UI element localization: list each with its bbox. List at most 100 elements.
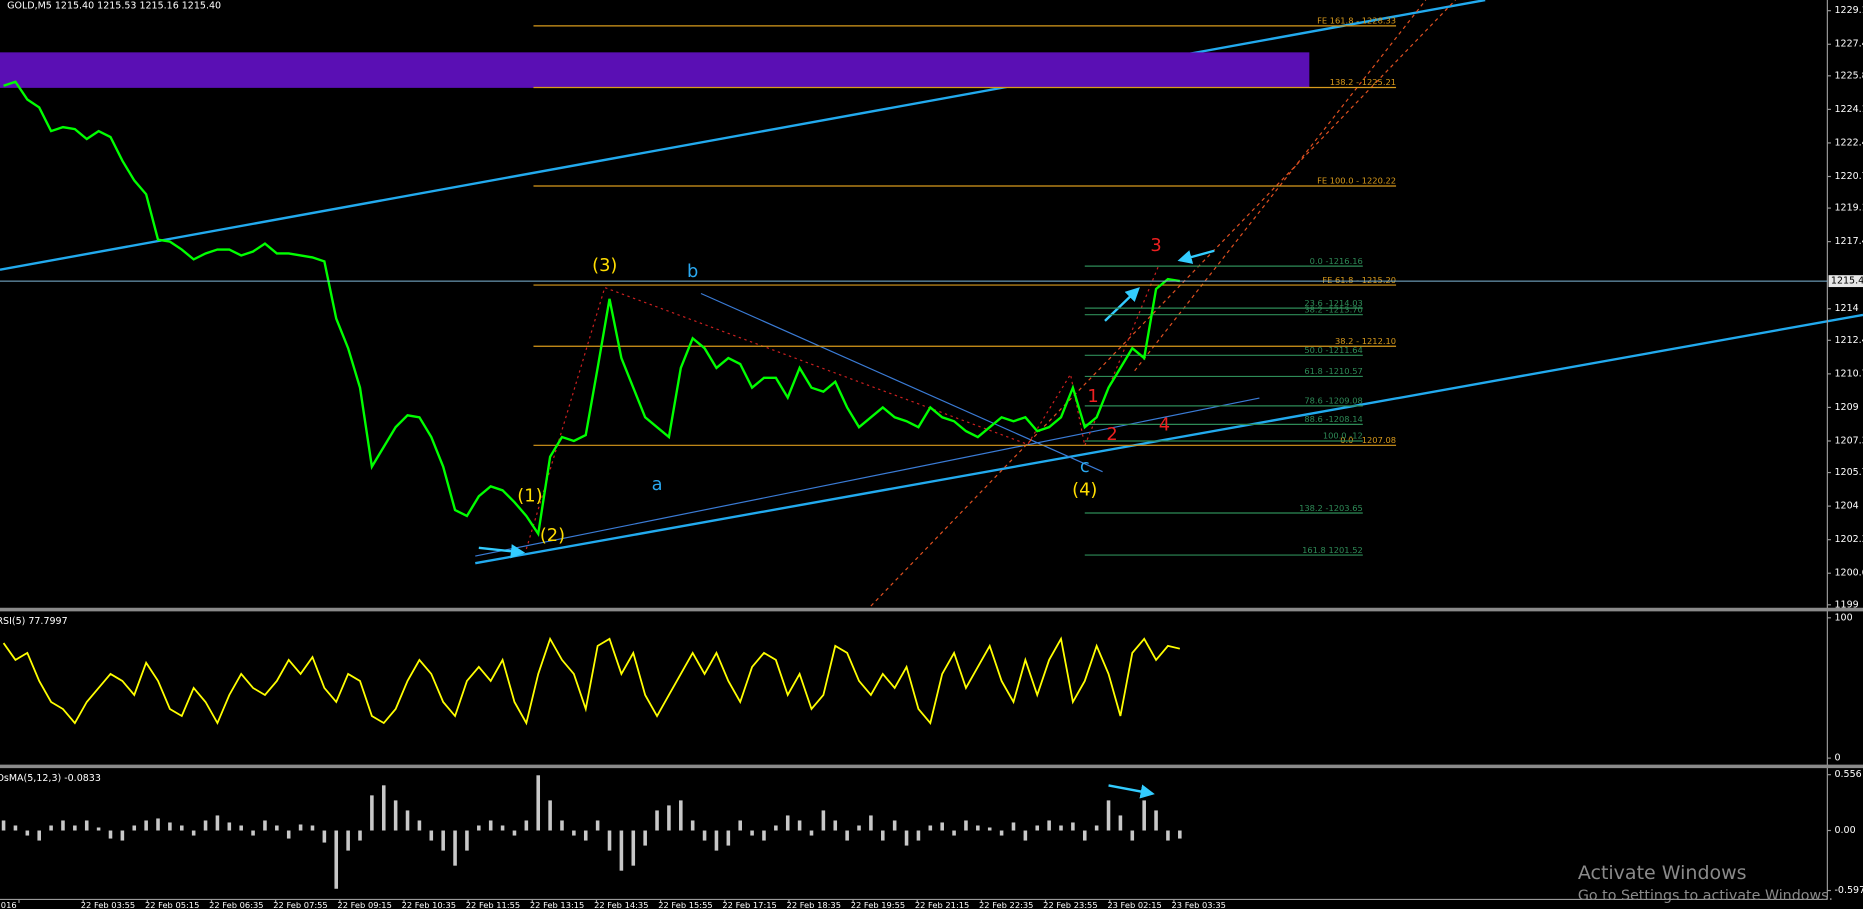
histogram-bar	[1035, 825, 1040, 831]
histogram-bar	[679, 800, 683, 831]
fibo-label: 0.0 - 1207.08	[1340, 435, 1396, 445]
histogram-bar	[1011, 822, 1016, 831]
y-tick-label: 1222.4	[1834, 137, 1863, 148]
watermark-title: Activate Windows	[1578, 862, 1747, 884]
histogram-bar	[976, 825, 980, 831]
series-line	[2, 636, 1181, 726]
y-tick-label: 1205.7	[1834, 467, 1863, 478]
arrow	[1177, 249, 1215, 264]
x-tick-label: 23 Feb 03:35	[1172, 900, 1226, 909]
trendline	[700, 292, 1103, 473]
y-tick-label: 1219.1	[1834, 203, 1863, 214]
histogram-bar	[132, 825, 137, 831]
histogram-bar	[156, 818, 160, 831]
y-tick-label: 1207.3	[1834, 435, 1863, 446]
histogram-bar	[203, 820, 208, 831]
y-tick-label: 1202.3	[1834, 534, 1863, 545]
histogram-bar	[738, 820, 742, 831]
histogram-bar	[999, 830, 1004, 836]
histogram-bar	[667, 805, 671, 831]
histogram-bar	[619, 830, 624, 871]
wave-label: c	[1080, 456, 1090, 477]
histogram-bar	[84, 820, 89, 831]
fibo-label: 61.8 -1210.57	[1304, 366, 1362, 376]
histogram-bar	[61, 820, 65, 831]
bid-label: 1215.40	[1831, 276, 1863, 287]
y-tick-label: 0	[1834, 753, 1840, 764]
histogram-bar	[1, 820, 6, 831]
histogram-bar	[1166, 830, 1170, 841]
wave-label: 2	[1106, 424, 1117, 445]
x-tick-label: 22 Feb 05:15	[145, 900, 199, 909]
histogram-bar	[892, 820, 897, 831]
wave-label: (3)	[592, 255, 617, 276]
x-tick-label: 23 Feb 02:15	[1107, 900, 1161, 909]
x-tick-label: 22 Feb 03:55	[81, 900, 135, 909]
histogram-bar	[512, 830, 517, 836]
histogram-bar	[1154, 810, 1158, 831]
fibo-label: 0.0 -1216.16	[1310, 256, 1363, 266]
histogram-bar	[286, 830, 291, 839]
fibo-label: 38.2 -1213.70	[1304, 304, 1362, 314]
watermark-subtitle: Go to Settings to activate Windows.	[1578, 888, 1833, 904]
histogram-bar	[358, 830, 362, 841]
histogram-bar	[940, 822, 944, 831]
wave-label: b	[687, 261, 698, 282]
histogram-bar	[239, 825, 243, 831]
histogram-bar	[750, 830, 754, 836]
histogram-bar	[180, 825, 184, 831]
y-tick-label: 1212.4	[1834, 335, 1863, 346]
y-tick-label: 1217.4	[1834, 236, 1863, 247]
fibo-label: 138.2 -1203.65	[1299, 503, 1363, 513]
histogram-bar	[952, 830, 956, 836]
histogram-bar	[370, 795, 374, 831]
x-tick-label: 22 Feb 09:15	[337, 900, 391, 909]
bid-box	[1828, 275, 1863, 288]
histogram-bar	[417, 820, 422, 831]
histogram-bar	[322, 830, 327, 843]
histogram-bar	[441, 830, 445, 851]
histogram-bar	[144, 820, 148, 831]
fibo-label: 161.8 1201.52	[1302, 545, 1363, 555]
histogram-bar	[833, 820, 838, 831]
histogram-bar	[869, 815, 873, 831]
histogram-bar	[821, 810, 826, 831]
histogram-bar	[263, 820, 267, 831]
histogram-bar	[108, 830, 113, 839]
x-tick-label: 22 Feb 07:55	[273, 900, 327, 909]
x-tick-label: 22 Feb 23:55	[1043, 900, 1097, 909]
histogram-bar	[631, 830, 636, 866]
x-tick-label: 22 Feb 18:35	[787, 900, 841, 909]
fibo-label: 23.6 -1214.03	[1304, 298, 1362, 308]
indicator-title: OsMA(5,12,3) -0.0833	[0, 773, 101, 784]
fibo-label: 38.2 - 1212.10	[1335, 336, 1396, 346]
histogram-bar	[1059, 825, 1063, 831]
wave-label: 3	[1150, 235, 1161, 256]
histogram-bar	[881, 830, 885, 841]
y-tick-label: -0.5977	[1834, 885, 1863, 896]
histogram-bar	[251, 830, 255, 836]
histogram-bar	[346, 830, 350, 851]
x-tick-label: 22 Feb 17:15	[722, 900, 776, 909]
x-tick-label: 22 Feb 19:55	[851, 900, 905, 909]
histogram-bar	[726, 830, 731, 846]
histogram-bar	[655, 810, 659, 831]
histogram-bar	[809, 830, 814, 836]
histogram-bar	[453, 830, 457, 866]
y-tick-label: 0.556	[1834, 769, 1861, 780]
x-tick-label: 22 Feb 13:15	[530, 900, 584, 909]
header: GOLD,M5 1215.40 1215.53 1215.16 1215.40	[7, 0, 221, 11]
zone	[0, 52, 1310, 88]
arrow	[1104, 287, 1140, 322]
wave-label: a	[652, 474, 663, 495]
histogram-bar	[465, 830, 469, 851]
histogram-bar	[607, 830, 612, 851]
trendline	[475, 313, 1863, 565]
histogram-bar	[987, 827, 992, 831]
x-tick-label: 22 Feb 15:55	[658, 900, 712, 909]
fibo-label: FE 61.8 - 1215.20	[1322, 275, 1396, 285]
y-tick-label: 1229.1	[1834, 5, 1863, 16]
trendline	[0, 0, 1486, 271]
series-line	[3, 80, 1181, 537]
